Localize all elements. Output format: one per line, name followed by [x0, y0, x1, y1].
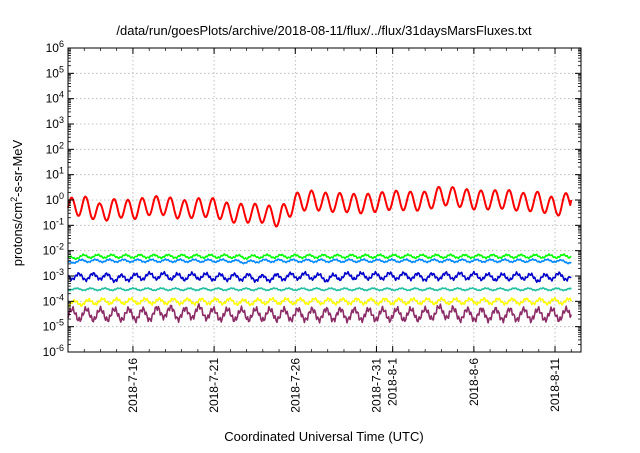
x-tick-label: 2018-7-16 [126, 358, 140, 413]
y-tick-label: 10-3 [43, 267, 64, 283]
y-axis-label: protons/cm2-s-sr-MeV [9, 139, 25, 266]
series-line [67, 303, 573, 324]
series-lines [67, 186, 573, 324]
series-line [67, 286, 572, 292]
y-tick-label: 106 [46, 39, 64, 55]
x-tick-label: 2018-7-31 [369, 358, 383, 413]
x-tick-label: 2018-8-11 [548, 358, 562, 412]
y-tick-label: 10-5 [43, 318, 64, 334]
y-tick-label: 104 [46, 90, 64, 106]
y-tick-label: 10-1 [43, 216, 64, 232]
x-tick-label: 2018-7-26 [288, 358, 302, 413]
axis-ticks: 10-6 10-5 10-4 10-3 10-2 10-1 100 101 102 103 104 1… [43, 39, 581, 413]
series-line [67, 296, 573, 308]
x-tick-label: 2018-8-1 [386, 358, 400, 406]
x-axis-label: Coordinated Universal Time (UTC) [224, 429, 423, 444]
series-line [67, 258, 572, 265]
x-tick-label: 2018-7-21 [207, 358, 221, 413]
series-line [67, 186, 573, 228]
y-tick-label: 105 [46, 64, 64, 80]
y-tick-label: 102 [46, 140, 64, 156]
series-line [67, 253, 572, 260]
y-tick-label: 10-6 [43, 343, 64, 359]
y-tick-label: 100 [46, 191, 64, 207]
series-line [67, 270, 572, 284]
y-tick-label: 10-2 [43, 242, 64, 258]
y-tick-label: 103 [46, 115, 64, 131]
y-tick-label: 101 [46, 166, 64, 182]
y-tick-label: 10-4 [43, 292, 64, 308]
x-tick-label: 2018-8-6 [467, 358, 481, 406]
chart-title: /data/run/goesPlots/archive/2018-08-11/f… [116, 23, 532, 38]
